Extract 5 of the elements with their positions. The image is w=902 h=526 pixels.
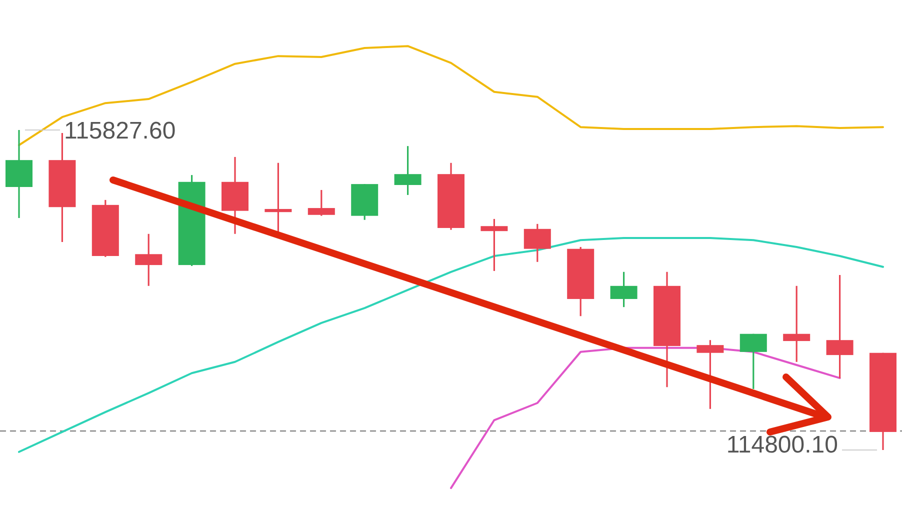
candlestick [783,285,810,363]
candlestick [264,162,292,233]
annotation: 114800.10 [726,431,838,458]
annotation: 115827.60 [64,117,176,144]
candlestick [480,218,508,272]
